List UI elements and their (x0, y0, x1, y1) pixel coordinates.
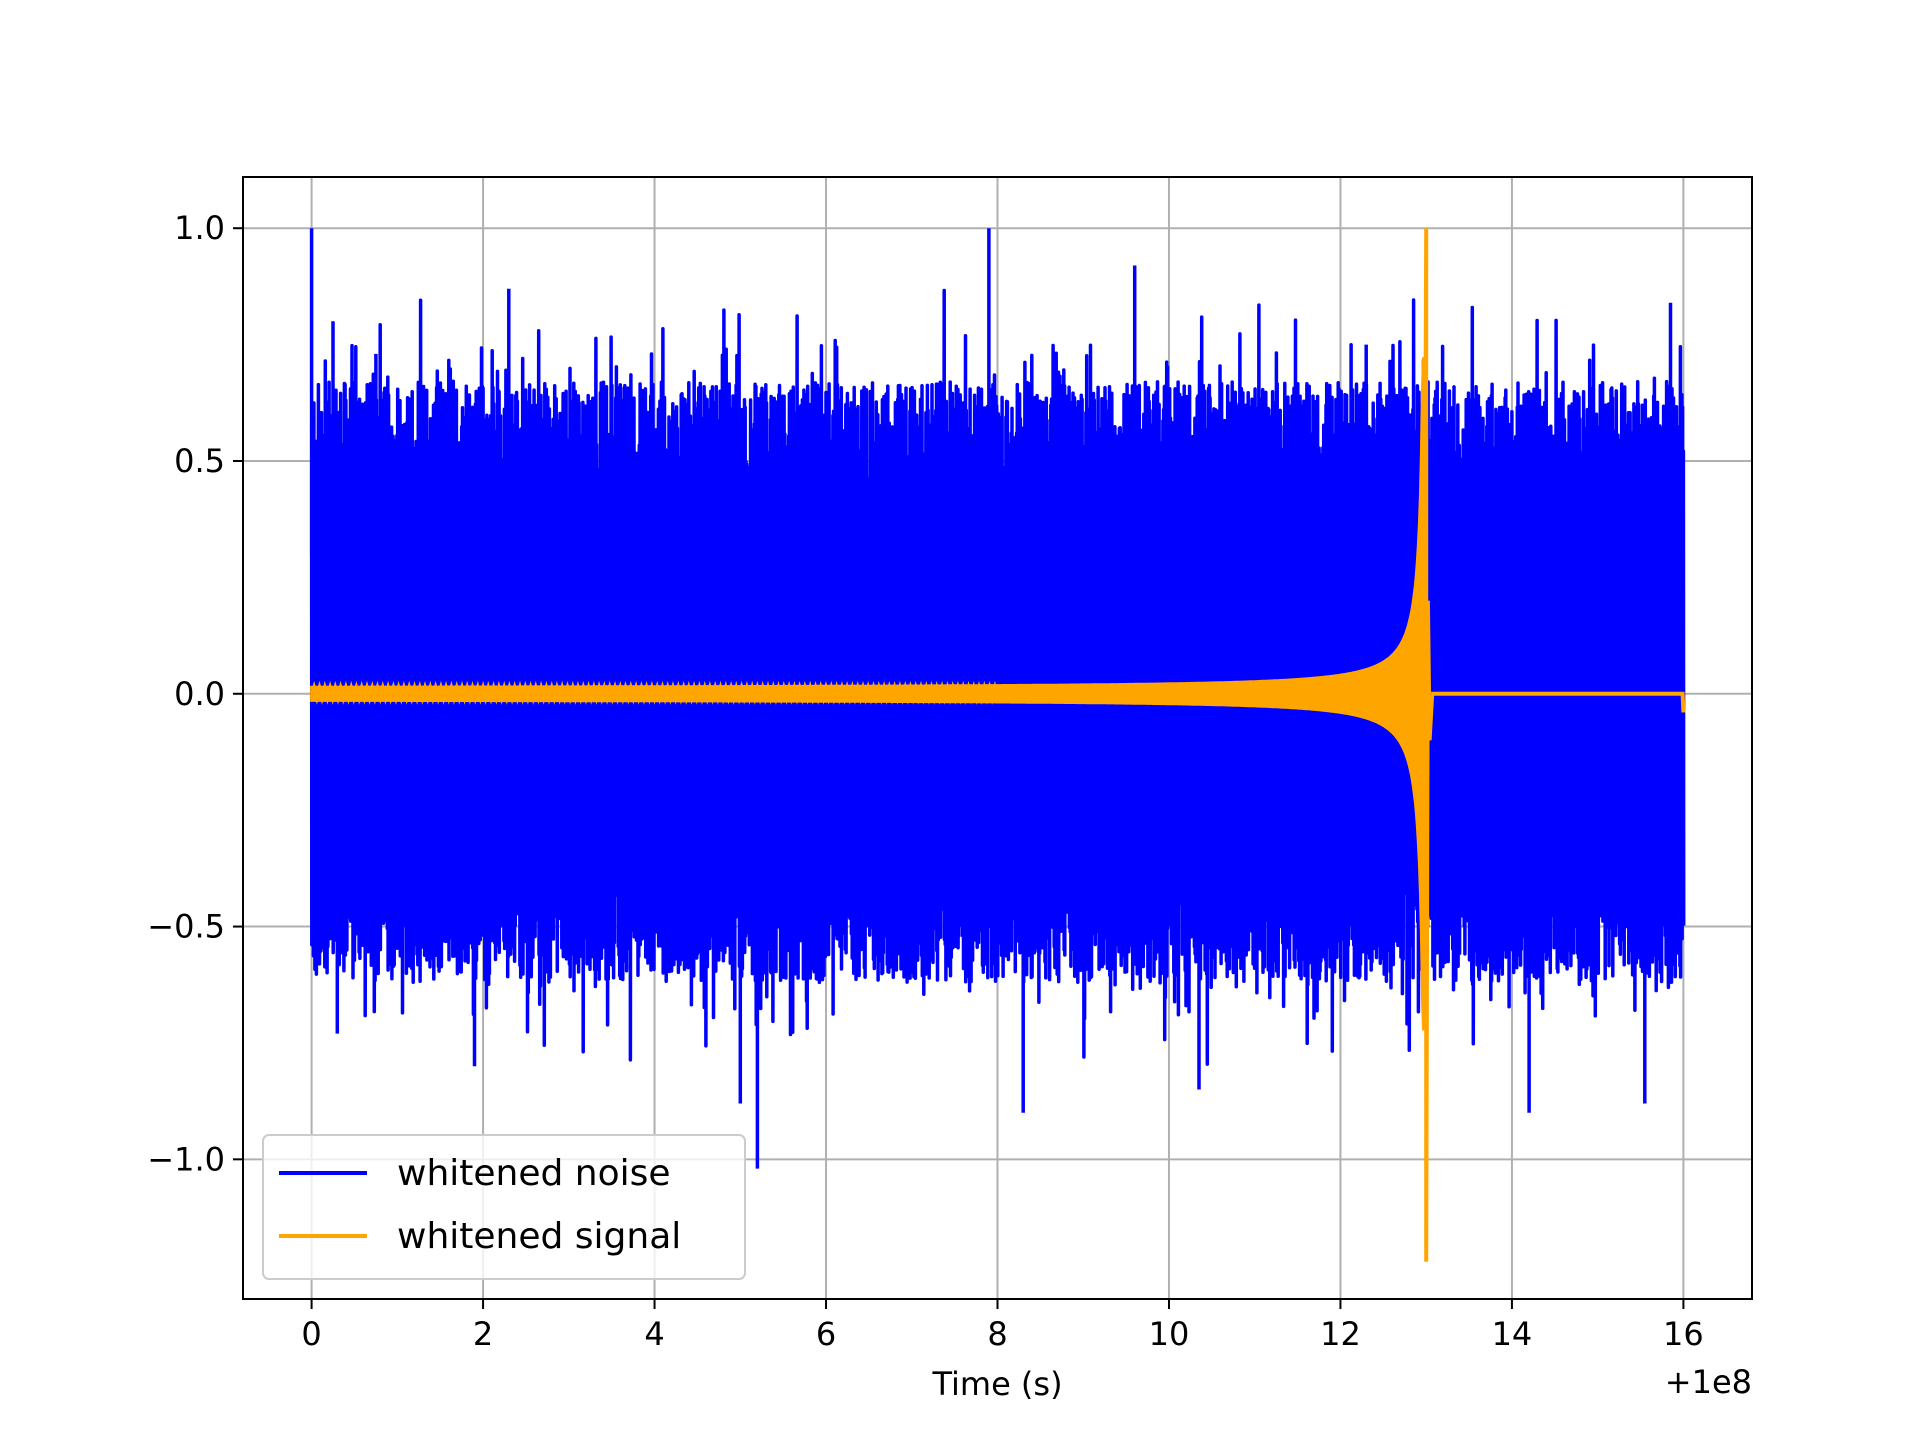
series-line-whitened-signal (309, 228, 1686, 1262)
x-tick-label: 8 (987, 1315, 1007, 1353)
x-tick-label: 16 (1663, 1315, 1704, 1353)
plot-area (309, 228, 1686, 1262)
x-tick-label: 12 (1320, 1315, 1361, 1353)
y-tick-label: −0.5 (147, 908, 225, 946)
legend: whitened noise whitened signal (262, 1134, 746, 1280)
axis-ticks: 0 2 4 6 8 10 12 14 16 1.0 0.5 0.0 −0.5 −1.0 (147, 209, 1703, 1353)
x-tick-label: 4 (644, 1315, 664, 1353)
y-tick-label: 1.0 (174, 209, 225, 247)
x-tick-label: 14 (1492, 1315, 1533, 1353)
x-axis-offset-label: +1e8 (1665, 1363, 1752, 1401)
x-tick-label: 6 (816, 1315, 836, 1353)
x-tick-label: 10 (1149, 1315, 1190, 1353)
y-tick-label: 0.5 (174, 442, 225, 480)
x-axis-label: Time (s) (931, 1365, 1062, 1403)
legend-label: whitened noise (397, 1153, 671, 1194)
x-tick-label: 2 (473, 1315, 493, 1353)
y-tick-label: 0.0 (174, 675, 225, 713)
legend-box (262, 1134, 746, 1280)
y-tick-label: −1.0 (147, 1140, 225, 1178)
x-tick-label: 0 (301, 1315, 321, 1353)
series-line-whitened-noise (309, 228, 1686, 1169)
legend-label: whitened signal (397, 1216, 681, 1257)
